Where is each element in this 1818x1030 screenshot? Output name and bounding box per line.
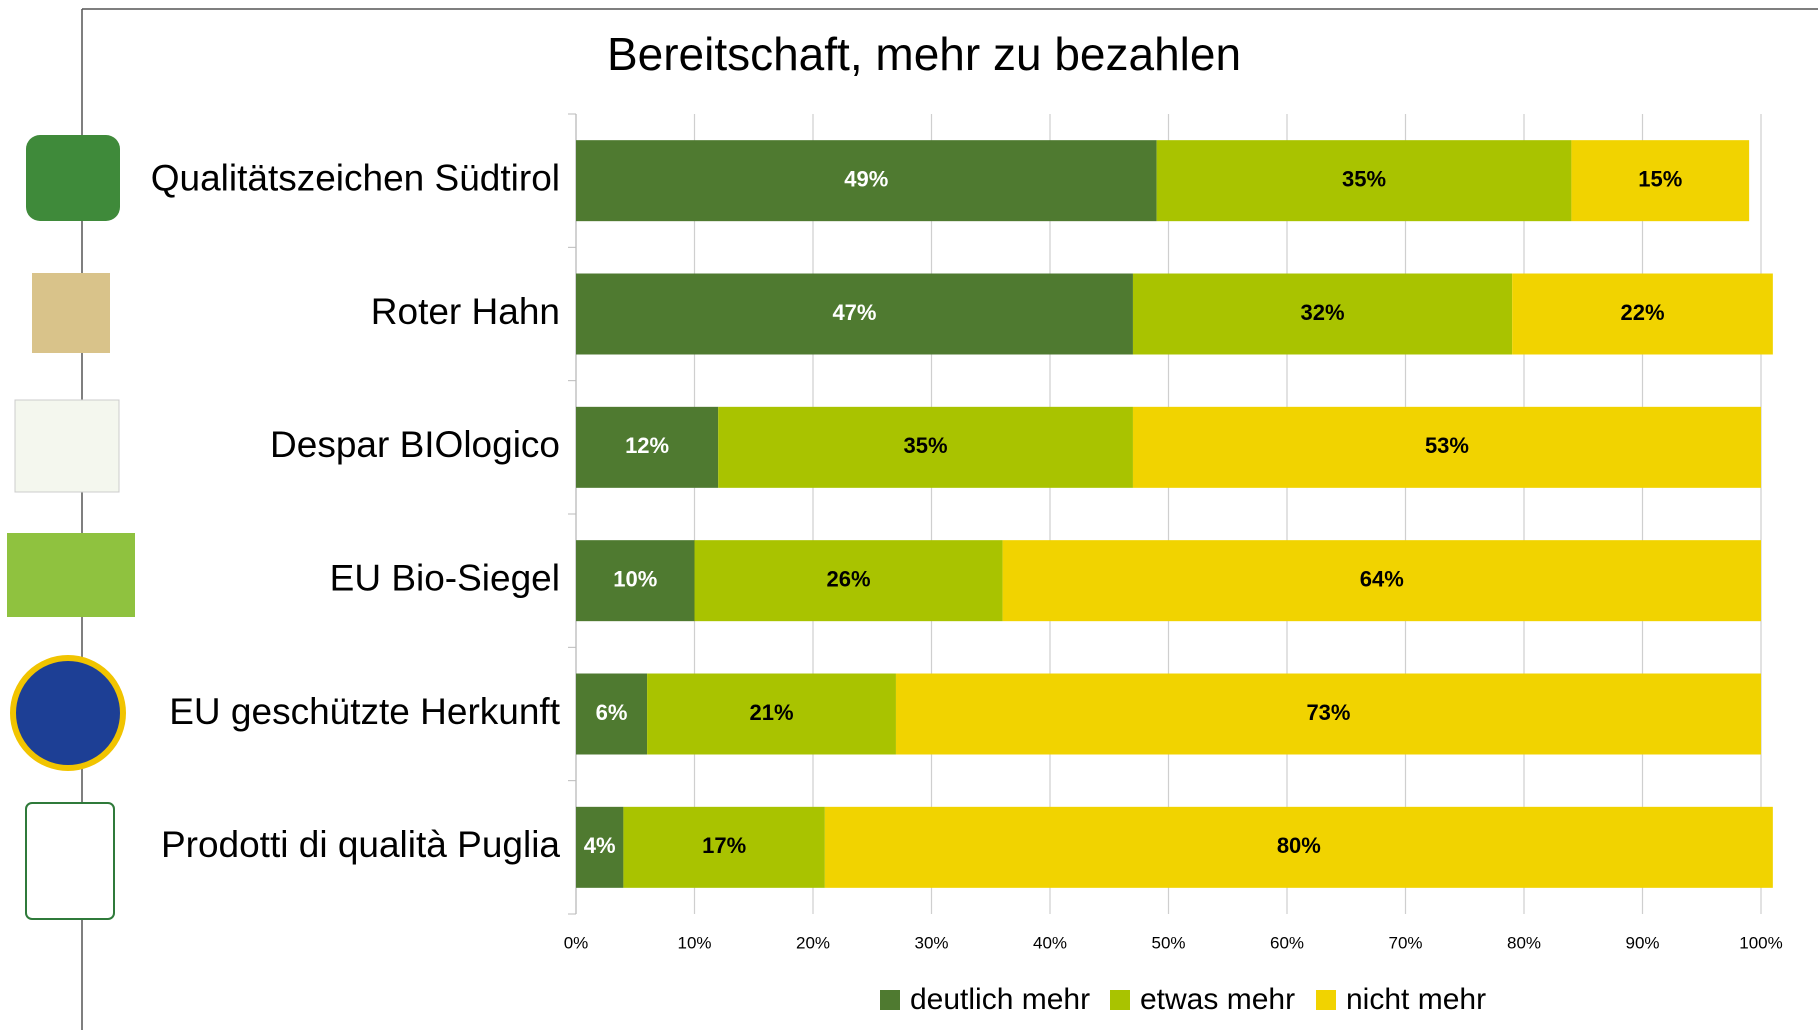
x-tick-label: 50% [1151, 933, 1185, 952]
x-tick-label: 90% [1625, 933, 1659, 952]
x-tick-label: 80% [1507, 933, 1541, 952]
data-label: 4% [584, 833, 616, 858]
data-label: 6% [596, 700, 628, 725]
bar-segment [694, 540, 1003, 622]
y-tick-label: Despar BIOlogico [270, 424, 560, 465]
legend-label: nicht mehr [1346, 983, 1486, 1016]
x-tick-label: 40% [1033, 933, 1067, 952]
bar-segment [1571, 140, 1750, 222]
data-label: 15% [1638, 166, 1682, 191]
data-label: 53% [1425, 433, 1469, 458]
logo [14, 399, 120, 493]
data-label: 49% [844, 166, 888, 191]
data-label: 21% [750, 700, 794, 725]
legend-label: etwas mehr [1140, 983, 1295, 1016]
data-label: 10% [613, 566, 657, 591]
data-label: 35% [1342, 166, 1386, 191]
y-tick-label: Prodotti di qualità Puglia [161, 824, 560, 865]
data-label: 73% [1306, 700, 1350, 725]
chart-title: Bereitschaft, mehr zu bezahlen [607, 28, 1241, 80]
bar-segment [1156, 140, 1572, 222]
logo [7, 533, 135, 617]
x-tick-label: 70% [1388, 933, 1422, 952]
x-tick-label: 20% [796, 933, 830, 952]
y-tick-label: Roter Hahn [371, 291, 560, 332]
data-label: 64% [1360, 566, 1404, 591]
logo [10, 655, 126, 771]
data-label: 35% [904, 433, 948, 458]
x-tick-label: 100% [1739, 933, 1782, 952]
bar-segment [623, 806, 825, 888]
bar-segment [576, 140, 1157, 222]
data-label: 32% [1301, 300, 1345, 325]
bar-segment [576, 806, 624, 888]
y-tick-label: EU Bio-Siegel [330, 557, 560, 598]
bar-segment [1002, 540, 1761, 622]
bar-segment [824, 806, 1773, 888]
logo [32, 273, 110, 353]
data-label: 12% [625, 433, 669, 458]
data-label: 47% [832, 300, 876, 325]
data-label: 22% [1620, 300, 1664, 325]
logo [25, 802, 115, 920]
bar-segment [1132, 406, 1761, 488]
legend-swatch [1316, 990, 1336, 1010]
bar-segment [576, 273, 1133, 355]
logo [26, 135, 120, 221]
bar-segment [576, 406, 719, 488]
x-tick-label: 30% [914, 933, 948, 952]
x-tick-label: 60% [1270, 933, 1304, 952]
data-label: 17% [702, 833, 746, 858]
bar-segment [895, 673, 1761, 755]
legend-swatch [880, 990, 900, 1010]
legend-label: deutlich mehr [910, 983, 1090, 1016]
data-label: 26% [827, 566, 871, 591]
bar-segment [1132, 273, 1513, 355]
y-tick-label: Qualitätszeichen Südtirol [151, 157, 560, 198]
bar-segment [718, 406, 1133, 488]
legend-swatch [1110, 990, 1130, 1010]
x-tick-label: 10% [677, 933, 711, 952]
bar-segment [576, 540, 695, 622]
logos [7, 135, 135, 920]
bar-segment [647, 673, 896, 755]
data-label: 80% [1277, 833, 1321, 858]
bar-segment [1512, 273, 1773, 355]
x-tick-label: 0% [564, 933, 589, 952]
bar-segment [576, 673, 648, 755]
y-tick-label: EU geschützte Herkunft [169, 691, 560, 732]
